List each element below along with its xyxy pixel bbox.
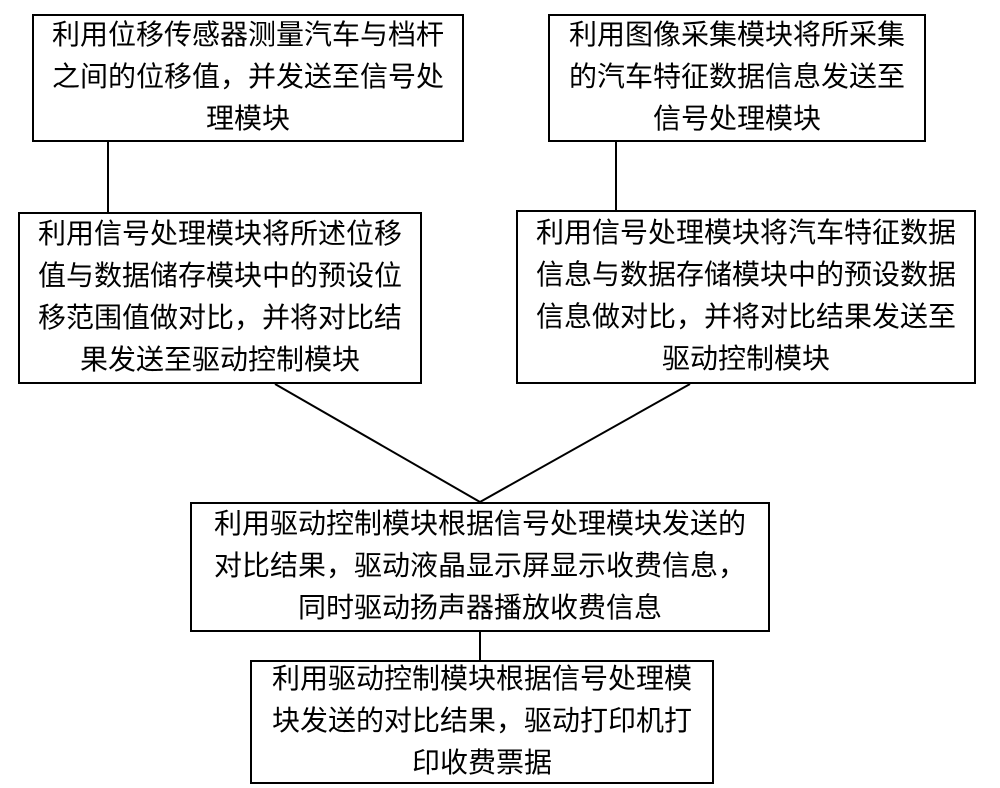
flow-box-text: 利用位移传感器测量汽车与档杆之间的位移值，并发送至信号处理模块 xyxy=(44,15,452,141)
flow-box-text: 利用驱动控制模块根据信号处理模块发送的对比结果，驱动打印机打印收费票据 xyxy=(262,659,702,785)
flow-box-top-left: 利用位移传感器测量汽车与档杆之间的位移值，并发送至信号处理模块 xyxy=(32,14,464,142)
flow-box-text: 利用驱动控制模块根据信号处理模块发送的对比结果，驱动液晶显示屏显示收费信息，同时… xyxy=(202,504,758,630)
flow-box-top-right: 利用图像采集模块将所采集的汽车特征数据信息发送至信号处理模块 xyxy=(548,14,926,142)
flow-box-mid-right: 利用信号处理模块将汽车特征数据信息与数据存储模块中的预设数据信息做对比，并将对比… xyxy=(516,210,976,384)
flow-box-mid-left: 利用信号处理模块将所述位移值与数据储存模块中的预设位移范围值做对比，并将对比结果… xyxy=(18,212,422,384)
flow-box-bottom: 利用驱动控制模块根据信号处理模块发送的对比结果，驱动打印机打印收费票据 xyxy=(250,660,714,784)
flow-box-merge: 利用驱动控制模块根据信号处理模块发送的对比结果，驱动液晶显示屏显示收费信息，同时… xyxy=(190,502,770,632)
flow-box-text: 利用信号处理模块将汽车特征数据信息与数据存储模块中的预设数据信息做对比，并将对比… xyxy=(528,213,964,381)
flow-box-text: 利用图像采集模块将所采集的汽车特征数据信息发送至信号处理模块 xyxy=(560,15,914,141)
flow-box-text: 利用信号处理模块将所述位移值与数据储存模块中的预设位移范围值做对比，并将对比结果… xyxy=(30,214,410,382)
